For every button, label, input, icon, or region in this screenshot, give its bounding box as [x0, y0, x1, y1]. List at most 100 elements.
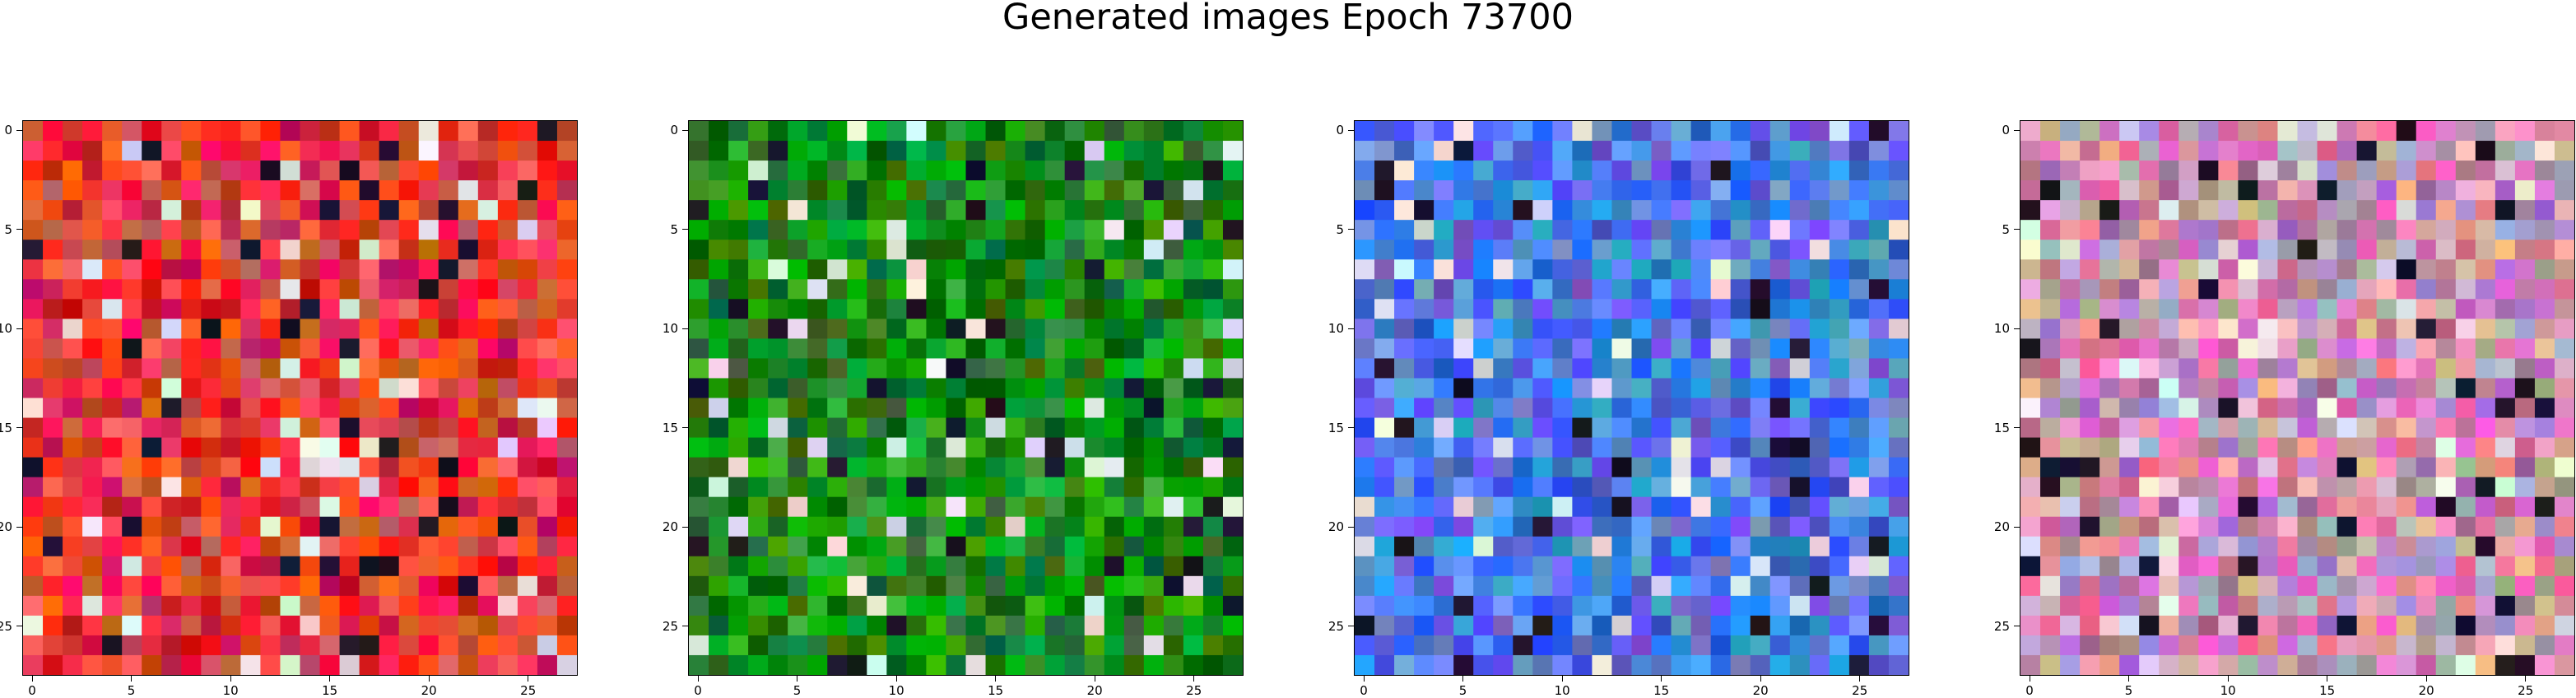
pixel-cell	[2475, 635, 2496, 656]
pixel-cell	[886, 220, 907, 240]
pixel-cell	[1848, 338, 1870, 359]
pixel-cell	[1123, 437, 1145, 458]
pixel-cell	[82, 536, 103, 557]
pixel-cell	[946, 220, 966, 240]
pixel-cell	[946, 477, 966, 498]
pixel-cell	[2080, 121, 2100, 142]
x-tick-mark	[230, 676, 231, 682]
pixel-cell	[1611, 654, 1632, 675]
pixel-cell	[1005, 615, 1026, 636]
pixel-cell	[926, 575, 946, 597]
pixel-cell	[2257, 299, 2278, 319]
pixel-cell	[142, 259, 162, 280]
pixel-cell	[517, 496, 538, 518]
pixel-cell	[1493, 417, 1514, 439]
pixel-cell	[709, 240, 729, 260]
pixel-cell	[1453, 141, 1474, 161]
pixel-cell	[2297, 299, 2318, 319]
pixel-cell	[807, 121, 828, 142]
pixel-cell	[2139, 575, 2160, 597]
pixel-cell	[2159, 121, 2179, 142]
pixel-cell	[23, 516, 44, 537]
pixel-cell	[689, 437, 709, 458]
pixel-cell	[2356, 319, 2378, 339]
pixel-cell	[1025, 496, 1046, 518]
pixel-cell	[847, 338, 867, 359]
pixel-cell	[728, 240, 749, 260]
pixel-cell	[2297, 180, 2318, 201]
pixel-cell	[398, 240, 420, 260]
pixel-cell	[1064, 457, 1086, 478]
pixel-cell	[1493, 220, 1514, 240]
pixel-cell	[1868, 338, 1890, 359]
pixel-cell	[339, 516, 360, 537]
pixel-cell	[458, 496, 479, 518]
pixel-cell	[2514, 635, 2536, 656]
pixel-cell	[2337, 161, 2358, 181]
pixel-cell	[2317, 338, 2338, 359]
pixel-cell	[965, 496, 987, 518]
pixel-cell	[689, 259, 709, 280]
pixel-cell	[1572, 516, 1593, 537]
pixel-cell	[2534, 279, 2555, 300]
pixel-cell	[2218, 240, 2239, 260]
y-tick-mark	[682, 328, 688, 329]
pixel-cell	[300, 259, 321, 280]
pixel-cell	[748, 595, 769, 617]
x-tick-label: 25	[1852, 683, 1868, 698]
subplot-3: 0 5 10 15 20 25 0 5 10 15 20 25	[1328, 120, 1909, 697]
pixel-cell	[1671, 457, 1692, 478]
pixel-cell	[2317, 556, 2338, 577]
pixel-cell	[2554, 299, 2574, 319]
pixel-cell	[2554, 595, 2574, 617]
pixel-cell	[1730, 457, 1751, 478]
pixel-cell	[438, 338, 459, 359]
pixel-cell	[1453, 457, 1474, 478]
pixel-cell	[339, 220, 360, 240]
pixel-cell	[1355, 635, 1375, 656]
pixel-cell	[2495, 259, 2516, 280]
pixel-cell	[906, 259, 927, 280]
pixel-cell	[1394, 338, 1415, 359]
pixel-cell	[1084, 141, 1105, 161]
pixel-cell	[886, 635, 907, 656]
pixel-cell	[788, 398, 808, 419]
pixel-cell	[1750, 398, 1771, 419]
pixel-cell	[2119, 200, 2140, 221]
pixel-cell	[102, 496, 123, 518]
pixel-cell	[517, 161, 538, 181]
pixel-cell	[1163, 615, 1184, 636]
pixel-cell	[2178, 437, 2199, 458]
pixel-cell	[2139, 556, 2160, 577]
pixel-cell	[827, 615, 848, 636]
pixel-cell	[768, 575, 788, 597]
pixel-cell	[1084, 516, 1105, 537]
pixel-cell	[497, 378, 518, 398]
pixel-cell	[102, 180, 123, 201]
pixel-cell	[709, 378, 729, 398]
pixel-cell	[926, 141, 946, 161]
y-tick-label: 20	[1993, 519, 2010, 535]
pixel-cell	[1730, 378, 1751, 398]
pixel-cell	[1374, 319, 1395, 339]
pixel-cell	[2139, 299, 2160, 319]
pixel-cell	[260, 477, 281, 498]
pixel-cell	[1374, 556, 1395, 577]
pixel-cell	[1513, 259, 1533, 280]
pixel-cell	[1769, 319, 1791, 339]
pixel-cell	[1848, 477, 1870, 498]
pixel-cell	[2198, 654, 2219, 675]
pixel-cell	[2257, 121, 2278, 142]
pixel-cell	[906, 595, 927, 617]
pixel-cell	[689, 141, 709, 161]
pixel-cell	[728, 200, 749, 221]
pixel-cell	[2080, 457, 2100, 478]
pixel-cell	[2455, 299, 2476, 319]
pixel-cell	[122, 398, 142, 419]
pixel-cell	[1750, 536, 1771, 557]
pixel-cell	[985, 299, 1007, 319]
pixel-cell	[1611, 536, 1632, 557]
pixel-cell	[1394, 437, 1415, 458]
pixel-cell	[807, 319, 828, 339]
pixel-cell	[1473, 161, 1494, 181]
